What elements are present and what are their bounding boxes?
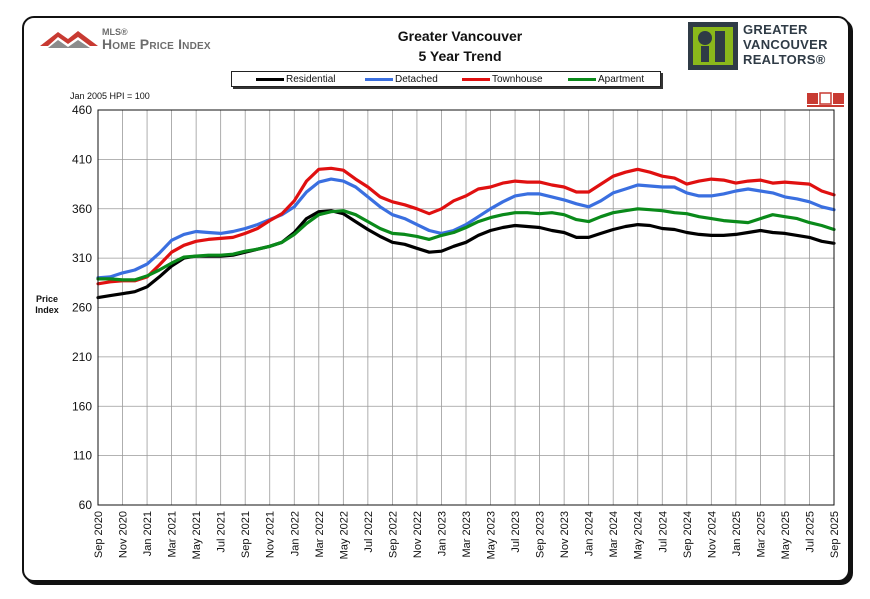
x-tick-label-18: Sep 2023: [535, 511, 547, 558]
x-tick-label-29: Jul 2025: [804, 511, 816, 553]
legend-label-apartment: Apartment: [598, 74, 645, 85]
title-line-2: 5 Year Trend: [418, 48, 502, 64]
x-tick-label-0: Sep 2020: [93, 511, 105, 558]
legend-swatch-apartment: [568, 77, 596, 81]
x-tick-label-6: Sep 2021: [240, 511, 252, 558]
x-tick-label-19: Nov 2023: [559, 511, 571, 558]
gvr-line-3: REALTORS®: [743, 52, 826, 67]
legend-item-townhouse: Townhouse: [462, 73, 543, 86]
chart-title: Greater Vancouver 5 Year Trend: [330, 26, 590, 66]
x-tick-label-4: May 2021: [191, 511, 203, 559]
mls-mini-logo-icon: [807, 92, 844, 107]
x-tick-label-2: Jan 2021: [142, 511, 154, 556]
gvr-logo: GREATER VANCOUVER REALTORS®: [688, 22, 838, 70]
y-tick-label-7: 110: [73, 449, 92, 463]
y-tick-label-4: 260: [72, 301, 92, 315]
legend-swatch-residential: [256, 77, 284, 81]
hpi-base-note: Jan 2005 HPI = 100: [70, 91, 150, 101]
x-tick-label-22: May 2024: [633, 511, 645, 559]
series-line-apartment: [96, 207, 836, 282]
series-line-detached: [96, 177, 836, 280]
legend-label-residential: Residential: [286, 74, 336, 85]
x-axis-ticks: Sep 2020 Nov 2020 Jan 2021 Mar 2021 May 2021…: [93, 511, 841, 559]
x-tick-label-12: Sep 2022: [387, 511, 399, 558]
y-axis-title-line-2: Index: [35, 305, 59, 315]
grid: [97, 109, 835, 506]
legend-swatch-townhouse: [462, 77, 490, 81]
mls-hpi-logo: MLS® Home Price Index: [38, 26, 258, 56]
x-tick-label-10: May 2022: [338, 511, 350, 559]
x-tick-label-1: Nov 2020: [118, 511, 130, 558]
series-line-townhouse: [96, 166, 836, 286]
x-tick-label-20: Jan 2024: [584, 511, 596, 556]
legend-swatch-detached: [365, 77, 393, 81]
x-tick-label-7: Nov 2021: [265, 511, 277, 558]
x-tick-label-25: Nov 2024: [706, 511, 718, 558]
x-tick-label-9: Mar 2022: [314, 511, 326, 557]
house-roof-icon: [40, 31, 98, 48]
x-tick-label-13: Nov 2022: [412, 511, 424, 558]
x-tick-label-14: Jan 2023: [436, 511, 448, 556]
x-tick-label-16: May 2023: [486, 511, 498, 559]
gvr-line-1: GREATER: [743, 22, 808, 37]
legend-item-apartment: Apartment: [568, 73, 644, 86]
x-tick-label-28: May 2025: [780, 511, 792, 559]
legend-label-townhouse: Townhouse: [492, 74, 543, 85]
x-tick-label-26: Jan 2025: [731, 511, 743, 556]
plot-area-border: [97, 109, 835, 506]
gvr-emblem-icon: [688, 22, 738, 70]
y-tick-label-5: 210: [72, 350, 92, 364]
y-tick-label-0: 460: [72, 103, 92, 117]
y-tick-label-1: 410: [72, 152, 92, 166]
legend: Residential Detached Townhouse Apartment: [231, 71, 661, 87]
y-axis-ticks: 460 410 360 310 260 210 160 110 60: [72, 103, 92, 512]
x-tick-label-3: Mar 2021: [167, 511, 179, 557]
y-axis-title-line-1: Price: [35, 294, 59, 304]
mls-mark: MLS®: [102, 27, 128, 37]
x-tick-label-8: Jan 2022: [289, 511, 301, 556]
x-tick-label-27: Mar 2025: [755, 511, 767, 557]
y-tick-label-3: 310: [72, 251, 92, 265]
gvr-line-2: VANCOUVER: [743, 37, 828, 52]
gvr-wordmark: GREATER VANCOUVER REALTORS®: [743, 22, 828, 67]
title-line-1: Greater Vancouver: [397, 28, 523, 44]
legend-label-detached: Detached: [395, 74, 438, 85]
x-tick-label-21: Mar 2024: [608, 511, 620, 557]
y-tick-label-2: 360: [72, 202, 92, 216]
x-tick-label-15: Mar 2023: [461, 511, 473, 557]
series-lines: [96, 166, 836, 300]
hpi-brand: Home Price Index: [102, 36, 211, 52]
x-tick-label-5: Jul 2021: [216, 511, 228, 553]
x-tick-label-24: Sep 2024: [682, 511, 694, 558]
x-tick-label-17: Jul 2023: [510, 511, 522, 553]
y-tick-label-8: 60: [79, 498, 93, 512]
y-tick-label-6: 160: [72, 399, 92, 413]
y-axis-title: Price Index: [30, 294, 64, 316]
x-tick-label-30: Sep 2025: [829, 511, 841, 558]
x-tick-label-11: Jul 2022: [363, 511, 375, 553]
legend-item-residential: Residential: [256, 73, 335, 86]
legend-item-detached: Detached: [365, 73, 438, 86]
x-tick-label-23: Jul 2024: [657, 511, 669, 553]
